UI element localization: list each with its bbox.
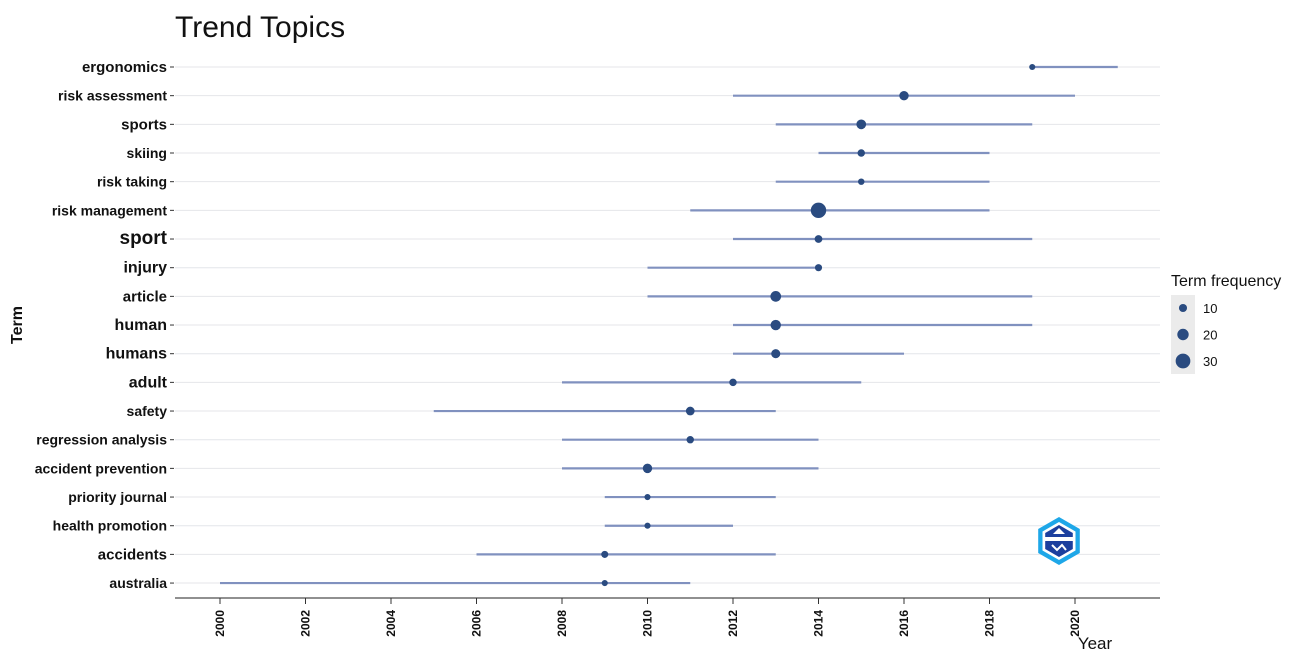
term-label-sports: sports: [121, 116, 167, 133]
term-label-human: human: [115, 317, 167, 334]
point-priority-journal: [644, 493, 651, 501]
y-axis-title: Term: [9, 306, 26, 344]
term-label-safety: safety: [127, 403, 168, 419]
point-sport: [814, 235, 823, 243]
point-ergonomics: [1029, 63, 1036, 71]
frequency-points: [601, 63, 1036, 587]
term-label-adult: adult: [129, 374, 168, 391]
x-tick-label-2014: 2014: [812, 610, 826, 637]
point-skiing: [857, 149, 865, 157]
x-axis-title: Year: [1078, 634, 1113, 652]
x-tick-label-2020: 2020: [1068, 610, 1082, 637]
point-risk-assessment: [899, 90, 909, 101]
legend-key-10: [1178, 303, 1188, 313]
x-tick-label-2000: 2000: [213, 610, 227, 637]
term-label-sport: sport: [120, 228, 168, 249]
bibliometrix-logo: [1038, 517, 1080, 565]
x-tick-label-2012: 2012: [726, 610, 740, 637]
point-sports: [856, 119, 867, 130]
y-ticks: [170, 66, 174, 584]
x-tick-label-2002: 2002: [299, 610, 313, 637]
logo-band: [1045, 537, 1073, 541]
term-label-ergonomics: ergonomics: [82, 59, 167, 76]
x-ticks: 2000 2002 2004 2006 2008 2010 2012 2014 2016 2018…: [213, 598, 1082, 637]
point-accidents: [601, 550, 609, 558]
chart-title: Trend Topics: [175, 11, 345, 44]
legend-label-10: 10: [1203, 301, 1217, 316]
point-safety: [685, 406, 695, 416]
x-tick-label-2010: 2010: [641, 610, 655, 637]
term-label-priority-journal: priority journal: [68, 489, 167, 505]
logo-glyph: [1051, 543, 1067, 552]
legend-title: Term frequency: [1171, 273, 1281, 290]
legend-label-30: 30: [1203, 354, 1217, 369]
term-label-risk-taking: risk taking: [97, 174, 167, 190]
point-risk-management: [810, 202, 827, 219]
x-tick-label-2004: 2004: [384, 610, 398, 637]
point-accident-prevention: [642, 463, 653, 474]
logo-arrow: [1053, 528, 1065, 534]
term-label-risk-assessment: risk assessment: [58, 88, 167, 104]
point-health-promotion: [644, 522, 651, 529]
term-label-risk-management: risk management: [52, 202, 167, 218]
term-label-australia: australia: [109, 575, 167, 591]
term-label-accident-prevention: accident prevention: [35, 460, 167, 476]
legend: Term frequency 10 20 30: [1171, 273, 1281, 374]
point-regression-analysis: [686, 435, 694, 444]
term-label-humans: humans: [106, 346, 167, 363]
x-tick-label-2008: 2008: [555, 610, 569, 637]
term-label-regression-analysis: regression analysis: [36, 432, 167, 448]
range-lines: [220, 65, 1118, 585]
term-label-article: article: [123, 288, 167, 305]
term-label-injury: injury: [123, 260, 167, 277]
point-adult: [729, 378, 737, 387]
legend-key-30: [1175, 353, 1191, 369]
point-australia: [601, 580, 608, 587]
x-tick-label-2006: 2006: [470, 610, 484, 637]
point-risk-taking: [858, 178, 865, 185]
x-tick-label-2018: 2018: [983, 610, 997, 637]
point-humans: [771, 349, 781, 359]
term-label-health-promotion: health promotion: [53, 518, 167, 534]
point-injury: [814, 264, 823, 272]
legend-label-20: 20: [1203, 328, 1217, 343]
point-article: [770, 290, 782, 302]
point-human: [770, 319, 781, 331]
legend-key-20: [1177, 328, 1189, 341]
term-label-skiing: skiing: [127, 145, 167, 161]
term-label-accidents: accidents: [98, 546, 167, 563]
term-labels: ergonomics risk assessment sports skiing ris…: [35, 59, 168, 591]
x-tick-label-2016: 2016: [897, 610, 911, 637]
